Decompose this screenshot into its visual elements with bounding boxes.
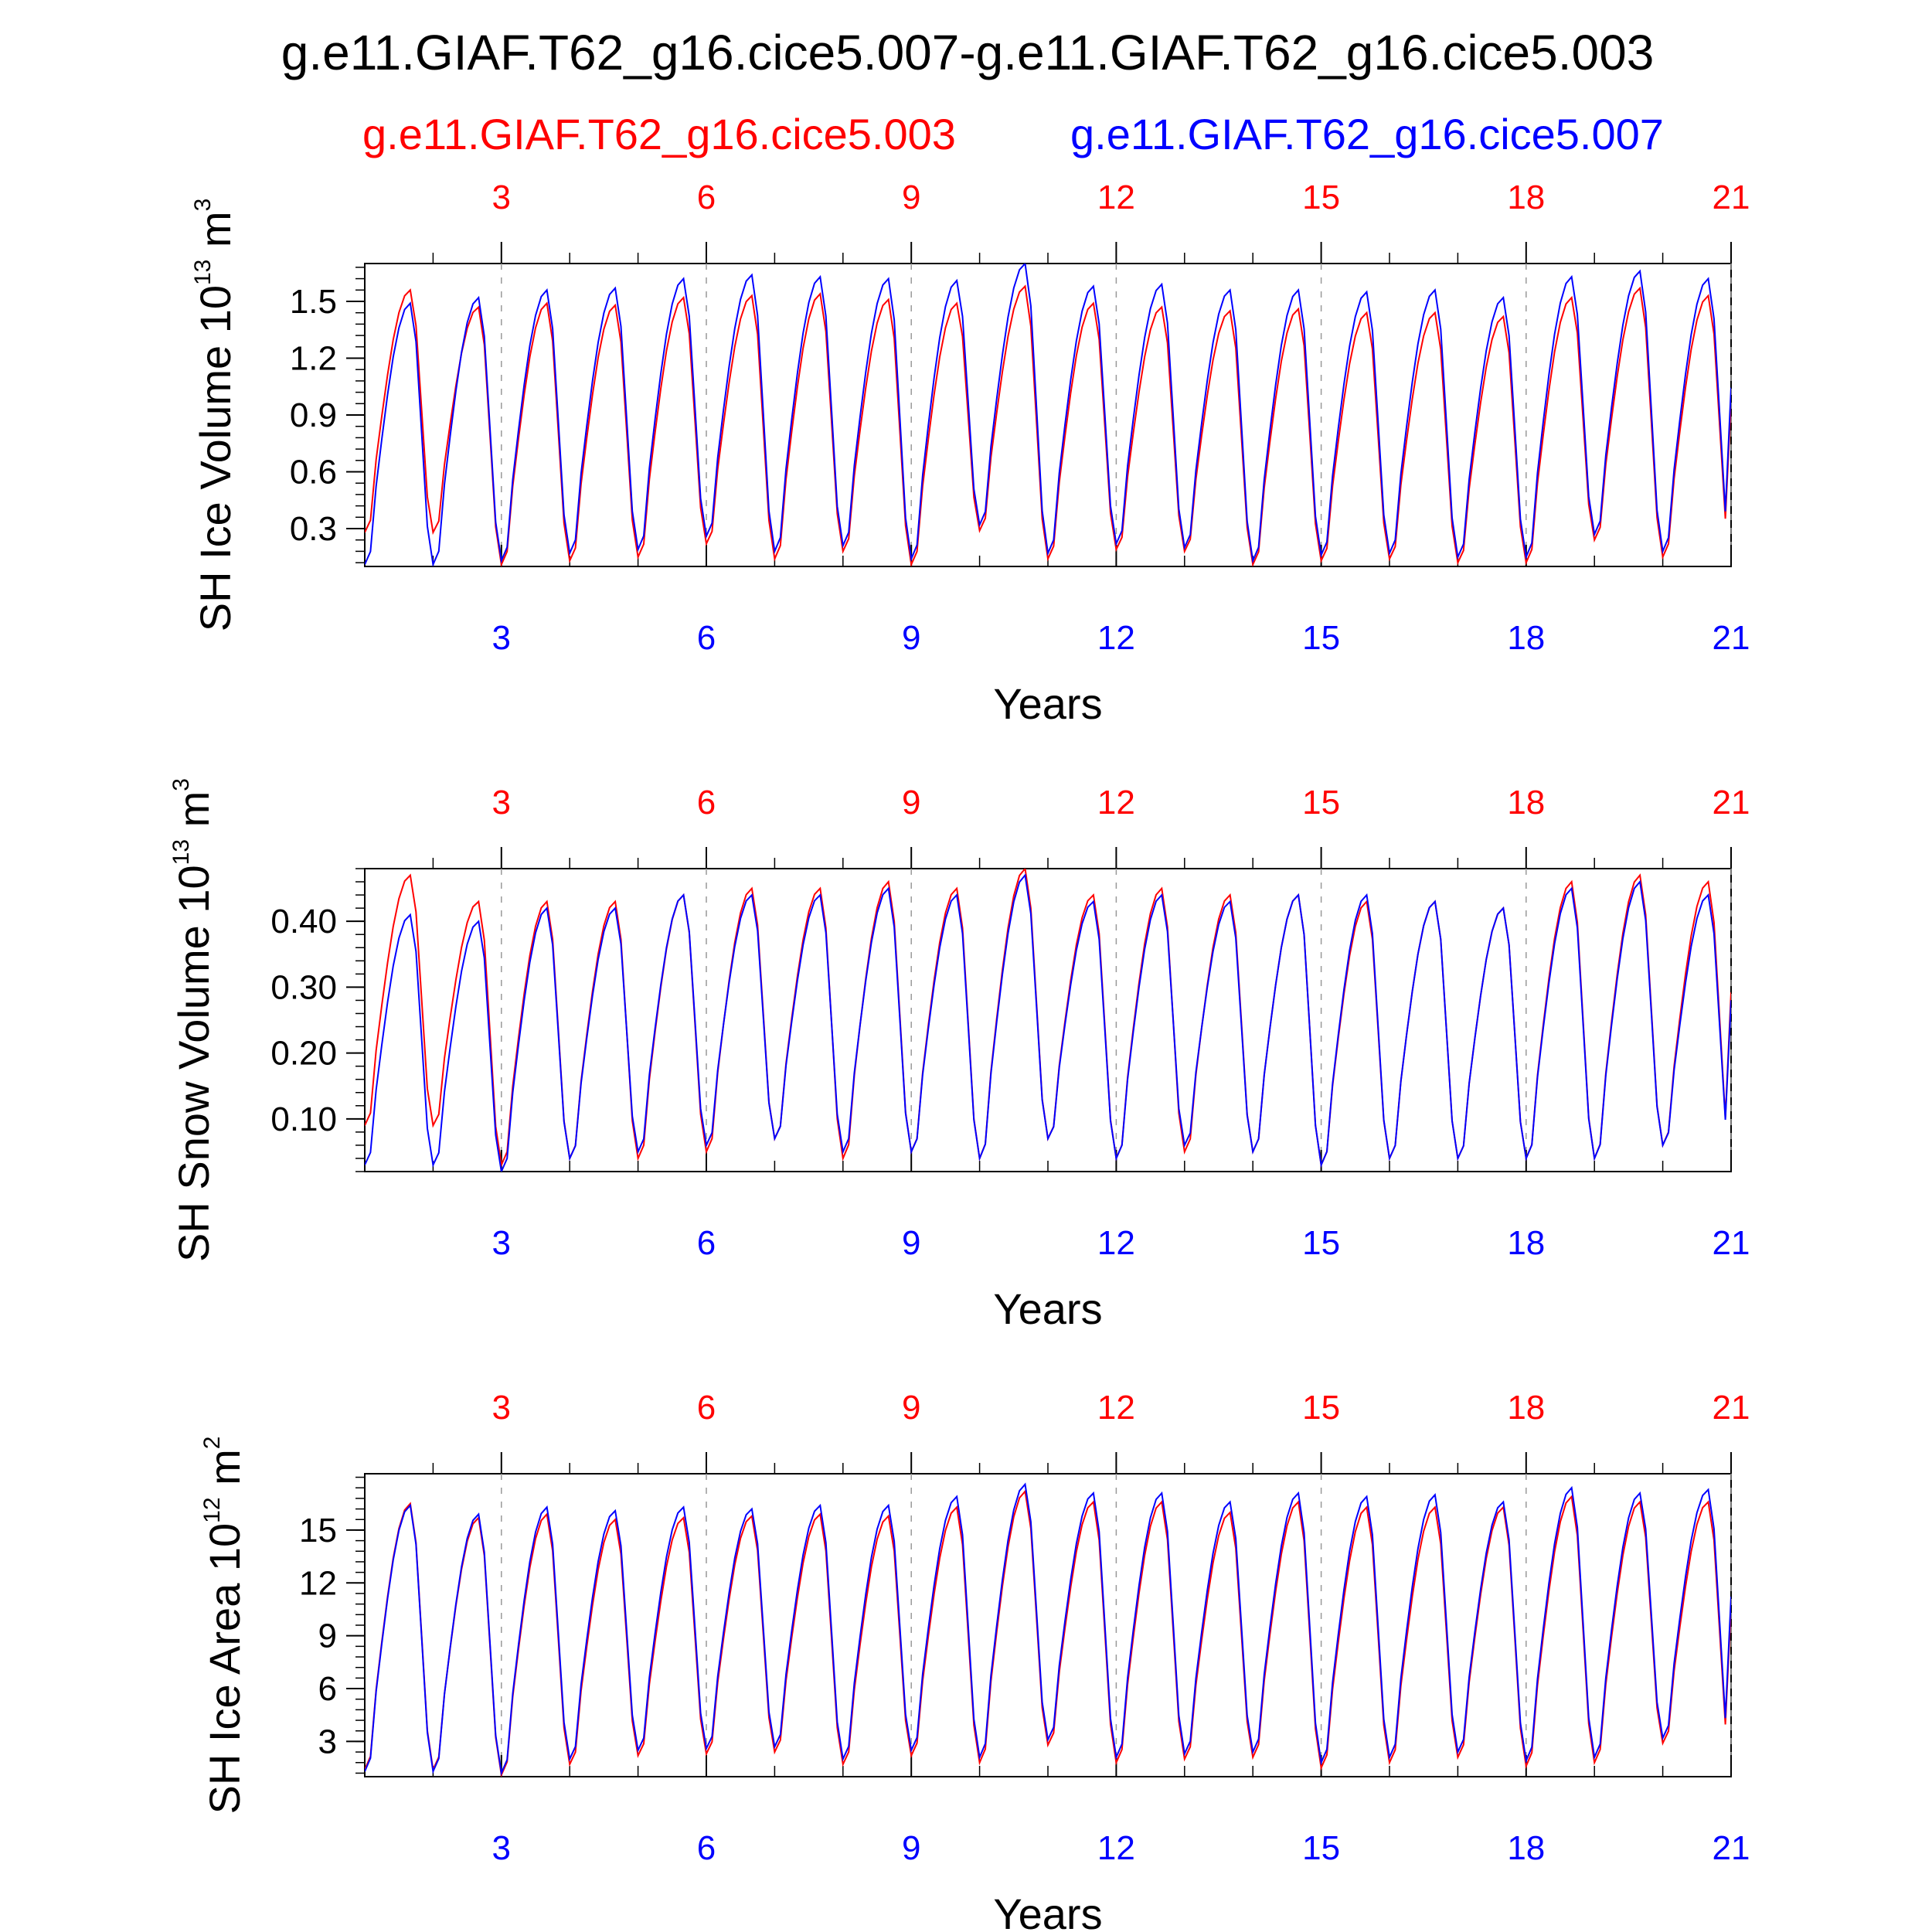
top-x-tick-label: 15 (1302, 1389, 1340, 1427)
top-x-tick-label: 15 (1302, 784, 1340, 821)
legend: g.e11.GIAF.T62_g16.cice5.003 g.e11.GIAF.… (362, 110, 1664, 158)
y-tick-label: 15 (299, 1512, 337, 1549)
bottom-x-tick-label: 12 (1097, 1829, 1135, 1867)
bottom-x-tick-label: 9 (902, 619, 920, 657)
bottom-x-tick-label: 3 (492, 1829, 511, 1867)
y-axis-label: SH Snow Volume 1013 m3 (168, 778, 218, 1262)
top-x-tick-label: 18 (1507, 179, 1545, 216)
bottom-x-tick-label: 21 (1713, 619, 1750, 657)
y-tick-label: 0.40 (270, 903, 337, 940)
x-axis-label: Years (993, 1889, 1102, 1932)
series-line-cice5-007 (365, 264, 1731, 566)
bottom-x-tick-label: 12 (1097, 1224, 1135, 1262)
bottom-x-tick-label: 12 (1097, 619, 1135, 657)
y-tick-label: 0.30 (270, 968, 337, 1006)
legend-entry-cice5-003: g.e11.GIAF.T62_g16.cice5.003 (362, 110, 956, 158)
top-x-tick-label: 9 (902, 784, 920, 821)
y-tick-label: 1.2 (290, 340, 337, 378)
x-axis-label: Years (993, 679, 1102, 728)
top-x-tick-label: 3 (492, 179, 511, 216)
bottom-x-tick-label: 18 (1507, 619, 1545, 657)
top-x-tick-label: 6 (697, 784, 716, 821)
top-x-tick-label: 18 (1507, 784, 1545, 821)
top-x-tick-label: 12 (1097, 784, 1135, 821)
bottom-x-tick-label: 3 (492, 619, 511, 657)
bottom-x-tick-label: 9 (902, 1224, 920, 1262)
bottom-x-tick-label: 9 (902, 1829, 920, 1867)
series-line-cice5-003 (365, 1489, 1731, 1777)
y-tick-label: 0.6 (290, 454, 337, 492)
y-tick-label: 6 (318, 1670, 337, 1708)
x-axis-label: Years (993, 1284, 1102, 1333)
y-tick-label: 0.3 (290, 510, 337, 548)
figure-title: g.e11.GIAF.T62_g16.cice5.007-g.e11.GIAF.… (281, 25, 1655, 80)
bottom-x-tick-label: 21 (1713, 1829, 1750, 1867)
top-x-tick-label: 12 (1097, 179, 1135, 216)
y-tick-label: 3 (318, 1723, 337, 1760)
top-x-tick-label: 21 (1713, 1389, 1750, 1427)
y-tick-label: 0.10 (270, 1100, 337, 1138)
chart-panels: 3 3 6 6 9 9 12 12 15 15 18 18 21 21 0.3 0.6 0.9 1.2 1.5 Yea… (168, 179, 1750, 1932)
series-line-cice5-007 (365, 873, 1731, 1172)
bottom-x-tick-label: 6 (697, 1829, 716, 1867)
bottom-x-tick-label: 15 (1302, 1224, 1340, 1262)
top-x-tick-label: 3 (492, 784, 511, 821)
bottom-x-tick-label: 18 (1507, 1224, 1545, 1262)
y-tick-label: 1.5 (290, 283, 337, 321)
chart-panel-2: 3 3 6 6 9 9 12 12 15 15 18 18 21 21 0.10 0.20 0.30 0.40 Ye… (168, 778, 1750, 1333)
bottom-x-tick-label: 3 (492, 1224, 511, 1262)
y-tick-label: 0.20 (270, 1035, 337, 1073)
y-tick-label: 12 (299, 1564, 337, 1602)
bottom-x-tick-label: 21 (1713, 1224, 1750, 1262)
top-x-tick-label: 21 (1713, 179, 1750, 216)
top-x-tick-label: 18 (1507, 1389, 1545, 1427)
bottom-x-tick-label: 15 (1302, 1829, 1340, 1867)
legend-entry-cice5-007: g.e11.GIAF.T62_g16.cice5.007 (1070, 110, 1664, 158)
top-x-tick-label: 15 (1302, 179, 1340, 216)
y-tick-label: 9 (318, 1617, 337, 1655)
top-x-tick-label: 6 (697, 179, 716, 216)
y-axis-label: SH Ice Area 1012 m2 (199, 1437, 249, 1815)
top-x-tick-label: 6 (697, 1389, 716, 1427)
top-x-tick-label: 3 (492, 1389, 511, 1427)
bottom-x-tick-label: 15 (1302, 619, 1340, 657)
top-x-tick-label: 9 (902, 179, 920, 216)
series-line-cice5-007 (365, 1482, 1731, 1777)
top-x-tick-label: 9 (902, 1389, 920, 1427)
y-axis-label: SH Ice Volume 1013 m3 (190, 199, 240, 632)
chart-panel-3: 3 3 6 6 9 9 12 12 15 15 18 18 21 21 3 6 9 12 15 Years SH Ice… (199, 1389, 1750, 1932)
top-x-tick-label: 21 (1713, 784, 1750, 821)
top-x-tick-label: 12 (1097, 1389, 1135, 1427)
chart-panel-1: 3 3 6 6 9 9 12 12 15 15 18 18 21 21 0.3 0.6 0.9 1.2 1.5 Yea… (190, 179, 1750, 728)
bottom-x-tick-label: 6 (697, 619, 716, 657)
y-tick-label: 0.9 (290, 396, 337, 434)
bottom-x-tick-label: 18 (1507, 1829, 1545, 1867)
series-line-cice5-003 (365, 284, 1731, 566)
bottom-x-tick-label: 6 (697, 1224, 716, 1262)
